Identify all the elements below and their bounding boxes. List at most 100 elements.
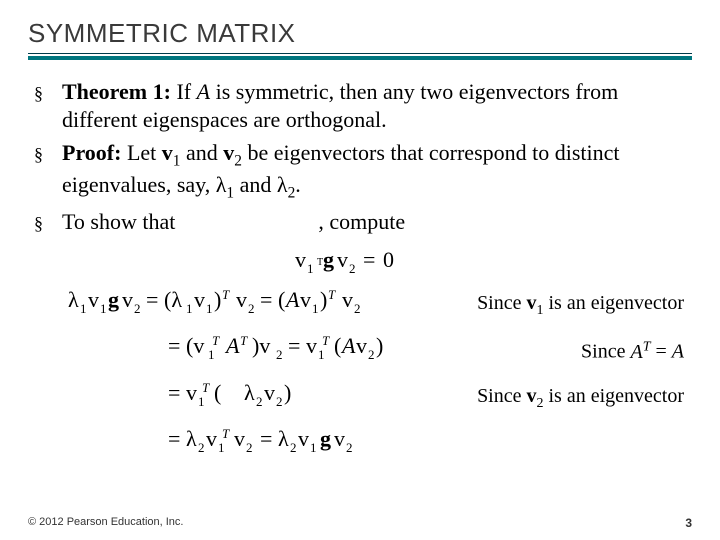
proof-label: Proof:: [62, 140, 121, 165]
svg-text:2: 2: [256, 394, 263, 409]
reason-2: Since AT = A: [581, 338, 692, 365]
bullet-text: Proof: Let v1 and v2 be eigenvectors tha…: [62, 139, 692, 202]
svg-text:v: v: [300, 287, 311, 312]
svg-text:λ: λ: [68, 287, 79, 312]
svg-text:): ): [320, 287, 327, 312]
svg-text:T: T: [212, 333, 220, 348]
svg-text:2: 2: [246, 440, 253, 455]
svg-text:v: v: [295, 247, 306, 272]
svg-text:2: 2: [354, 301, 361, 316]
svg-text:v: v: [236, 287, 247, 312]
proof-body: Let v1 and v2 be eigenvectors that corre…: [62, 140, 620, 197]
equation-3: = v 1 T ( λ 2 v 2 ): [28, 378, 368, 419]
svg-text:A: A: [340, 333, 356, 358]
bullet-marker: §: [28, 78, 62, 133]
svg-text:1: 1: [307, 261, 314, 276]
theorem-label: Theorem 1:: [62, 79, 171, 104]
svg-text:2: 2: [349, 261, 356, 276]
svg-text:(v: (v: [186, 333, 204, 358]
svg-text:λ: λ: [278, 426, 289, 451]
svg-text:T: T: [202, 380, 210, 395]
svg-text:(: (: [278, 287, 285, 312]
svg-text:=: =: [288, 333, 300, 358]
svg-text:1: 1: [318, 347, 325, 362]
bullet-marker: §: [28, 208, 62, 236]
bullet-marker: §: [28, 139, 62, 202]
svg-text:(λ: (λ: [164, 287, 182, 312]
svg-text:1: 1: [312, 301, 319, 316]
svg-text:2: 2: [134, 301, 141, 316]
svg-text:v: v: [337, 247, 348, 272]
title-rule-thick: [28, 56, 692, 60]
bullet-text: To show that , compute: [62, 208, 692, 236]
svg-text:=: =: [146, 287, 158, 312]
svg-text:): ): [284, 380, 291, 405]
svg-text:2: 2: [198, 440, 205, 455]
svg-text:=: =: [260, 287, 272, 312]
svg-text:v: v: [334, 426, 345, 451]
svg-text:T: T: [240, 333, 248, 348]
svg-text:A: A: [224, 333, 240, 358]
slide-title: SYMMETRIC MATRIX: [28, 18, 692, 49]
svg-text:v: v: [186, 380, 197, 405]
svg-text:2: 2: [248, 301, 255, 316]
proof-line-1: λ 1 v 1 g v 2 = (λ 1 v 1 ) T v 2 = ( A v: [28, 285, 692, 326]
svg-text:1: 1: [100, 301, 107, 316]
svg-text:): ): [214, 287, 221, 312]
svg-text:2: 2: [276, 347, 283, 362]
svg-text:): ): [376, 333, 383, 358]
svg-text:1: 1: [80, 301, 87, 316]
svg-text:T: T: [222, 426, 230, 441]
svg-text:v: v: [264, 380, 275, 405]
svg-text:(: (: [334, 333, 341, 358]
svg-text:v: v: [298, 426, 309, 451]
svg-text:)v: )v: [252, 333, 270, 358]
svg-text:v: v: [306, 333, 317, 358]
proof-line-3: = v 1 T ( λ 2 v 2 ) Since v2 is an eigen…: [28, 378, 692, 419]
svg-text:=: =: [168, 380, 180, 405]
equation-4: = λ 2 v 1 T v 2 = λ 2 v 1 g v 2: [28, 424, 428, 465]
svg-text:v: v: [88, 287, 99, 312]
equation-1: λ 1 v 1 g v 2 = (λ 1 v 1 ) T v 2 = ( A v: [28, 285, 468, 326]
svg-text:λ: λ: [186, 426, 197, 451]
svg-text:g: g: [320, 426, 331, 451]
svg-text:(: (: [214, 380, 221, 405]
svg-text:1: 1: [208, 347, 215, 362]
svg-text:T: T: [322, 333, 330, 348]
svg-text:g: g: [108, 287, 119, 312]
svg-text:2: 2: [276, 394, 283, 409]
svg-text:2: 2: [290, 440, 297, 455]
reason-3: Since v2 is an eigenvector: [477, 384, 692, 413]
svg-text:=: =: [168, 333, 180, 358]
svg-text:A: A: [284, 287, 300, 312]
svg-text:v: v: [342, 287, 353, 312]
svg-text:v: v: [122, 287, 133, 312]
svg-text:0: 0: [383, 247, 394, 272]
svg-text:T: T: [222, 287, 230, 302]
svg-text:=: =: [168, 426, 180, 451]
svg-text:v: v: [356, 333, 367, 358]
svg-text:1: 1: [186, 301, 193, 316]
svg-text:λ: λ: [244, 380, 255, 405]
svg-text:T: T: [328, 287, 336, 302]
svg-text:1: 1: [198, 394, 205, 409]
bullet-showthat: § To show that , compute: [28, 208, 692, 236]
svg-text:2: 2: [346, 440, 353, 455]
svg-text:1: 1: [218, 440, 225, 455]
slide-footer: © 2012 Pearson Education, Inc. 3: [28, 516, 692, 530]
copyright-text: © 2012 Pearson Education, Inc.: [28, 516, 183, 530]
svg-text:v: v: [234, 426, 245, 451]
bullet-proof: § Proof: Let v1 and v2 be eigenvectors t…: [28, 139, 692, 202]
bullet-theorem: § Theorem 1: If A is symmetric, then any…: [28, 78, 692, 133]
proof-line-2: = (v 1 T A T )v 2 = v 1 T ( A v 2 ) Sinc…: [28, 331, 692, 372]
slide-body: § Theorem 1: If A is symmetric, then any…: [28, 78, 692, 465]
svg-text:v: v: [206, 426, 217, 451]
title-rule-thin: [28, 53, 692, 54]
svg-text:=: =: [363, 247, 375, 272]
svg-text:=: =: [260, 426, 272, 451]
page-number: 3: [685, 516, 692, 530]
reason-1: Since v1 is an eigenvector: [477, 291, 692, 320]
svg-text:g: g: [323, 247, 334, 272]
svg-text:1: 1: [206, 301, 213, 316]
proof-line-4: = λ 2 v 1 T v 2 = λ 2 v 1 g v 2: [28, 424, 692, 465]
